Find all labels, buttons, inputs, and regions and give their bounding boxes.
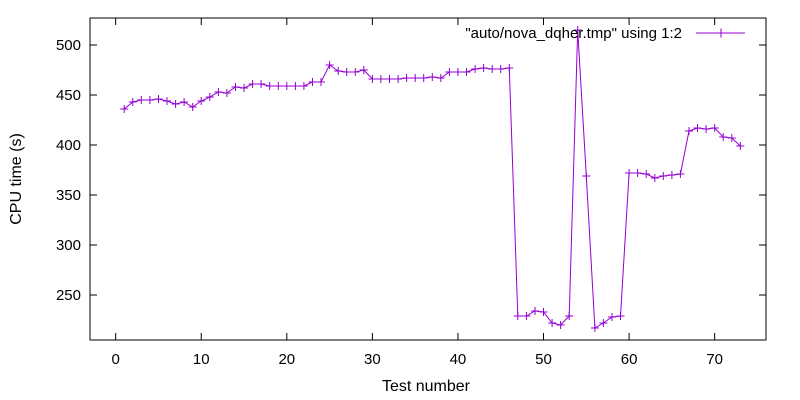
data-point-marker <box>359 66 368 74</box>
x-tick-label: 70 <box>706 351 723 368</box>
data-point-marker <box>453 68 462 76</box>
data-point-marker <box>154 95 163 103</box>
y-axis: 250 300 350 400 450 500 <box>56 37 766 304</box>
data-point-marker <box>180 98 189 106</box>
data-point-marker <box>368 75 377 83</box>
data-point-marker <box>513 312 522 320</box>
data-point-marker <box>248 80 257 88</box>
x-tick-label: 10 <box>193 351 210 368</box>
data-point-marker <box>479 64 488 72</box>
data-point-marker <box>736 142 745 150</box>
data-point-marker <box>659 172 668 180</box>
data-point-marker <box>445 68 454 76</box>
data-point-marker <box>531 307 539 315</box>
data-point-marker <box>402 74 411 82</box>
data-point-marker <box>376 75 385 83</box>
data-point-marker <box>599 319 608 327</box>
data-point-marker <box>419 74 428 82</box>
legend: "auto/nova_dqher.tmp" using 1:2 <box>465 25 745 42</box>
y-tick-label: 350 <box>56 187 81 204</box>
data-point-marker <box>325 61 334 69</box>
data-point-marker <box>291 82 300 90</box>
data-point-marker <box>625 169 634 177</box>
data-point-marker <box>608 313 616 321</box>
data-point-marker <box>693 124 702 132</box>
legend-label: "auto/nova_dqher.tmp" using 1:2 <box>465 25 682 42</box>
plot-frame <box>89 17 767 341</box>
y-tick-label: 500 <box>56 37 81 54</box>
x-axis-title: Test number <box>382 378 471 395</box>
data-point-marker <box>197 97 206 105</box>
data-point-marker <box>231 83 240 91</box>
data-point-marker <box>394 75 403 83</box>
data-point-marker <box>240 84 248 92</box>
data-point-marker <box>727 134 736 142</box>
legend-marker <box>716 28 726 38</box>
x-tick-label: 20 <box>278 351 295 368</box>
data-point-marker <box>556 321 565 329</box>
data-point-marker <box>317 78 325 86</box>
data-point-marker <box>505 64 514 72</box>
data-point-marker <box>265 82 274 90</box>
x-tick-label: 30 <box>364 351 381 368</box>
data-point-marker <box>565 312 574 320</box>
data-point-marker <box>214 88 223 96</box>
data-point-marker <box>573 26 582 34</box>
data-point-marker <box>351 68 360 76</box>
data-point-marker <box>188 103 197 111</box>
data-point-marker <box>334 67 343 75</box>
series-markers <box>120 26 745 332</box>
y-tick-label: 400 <box>56 137 81 154</box>
x-tick-label: 0 <box>111 351 119 368</box>
data-point-marker <box>496 65 505 73</box>
y-tick-label: 450 <box>56 87 81 104</box>
data-point-marker <box>667 171 676 179</box>
data-point-marker <box>633 169 642 177</box>
data-point-marker <box>590 324 599 332</box>
data-point-marker <box>719 133 728 141</box>
data-point-marker <box>342 68 351 76</box>
x-axis: 0 10 20 30 40 50 60 70 <box>111 18 723 368</box>
data-point-marker <box>685 127 693 135</box>
data-point-marker <box>205 93 214 101</box>
data-point-marker <box>702 125 711 133</box>
x-tick-label: 50 <box>535 351 552 368</box>
data-point-marker <box>471 65 480 73</box>
data-point-marker <box>650 174 659 182</box>
data-point-marker <box>163 97 171 105</box>
data-point-marker <box>436 74 445 82</box>
data-point-marker <box>462 68 471 76</box>
data-point-marker <box>616 312 625 320</box>
data-point-marker <box>222 89 231 97</box>
data-point-marker <box>385 75 394 83</box>
x-tick-label: 40 <box>450 351 467 368</box>
data-point-marker <box>137 96 146 104</box>
data-point-marker <box>299 82 308 90</box>
data-point-marker <box>539 308 548 316</box>
y-tick-label: 250 <box>56 287 81 304</box>
y-axis-title: CPU time (s) <box>8 133 25 225</box>
data-point-marker <box>411 74 420 82</box>
data-point-marker <box>548 319 557 327</box>
data-point-marker <box>274 82 283 90</box>
data-point-marker <box>120 105 129 113</box>
data-point-marker <box>582 172 591 180</box>
data-point-marker <box>257 80 266 88</box>
data-point-marker <box>282 82 291 90</box>
x-tick-label: 60 <box>621 351 638 368</box>
y-tick-label: 300 <box>56 237 81 254</box>
data-point-marker <box>308 78 317 86</box>
data-point-marker <box>128 98 137 106</box>
data-point-marker <box>710 124 719 132</box>
data-point-marker <box>676 170 685 178</box>
data-point-marker <box>522 312 531 320</box>
data-point-marker <box>145 96 154 104</box>
data-point-marker <box>642 170 651 178</box>
data-point-marker <box>428 73 437 81</box>
data-point-marker <box>488 65 497 73</box>
data-point-marker <box>171 100 180 108</box>
